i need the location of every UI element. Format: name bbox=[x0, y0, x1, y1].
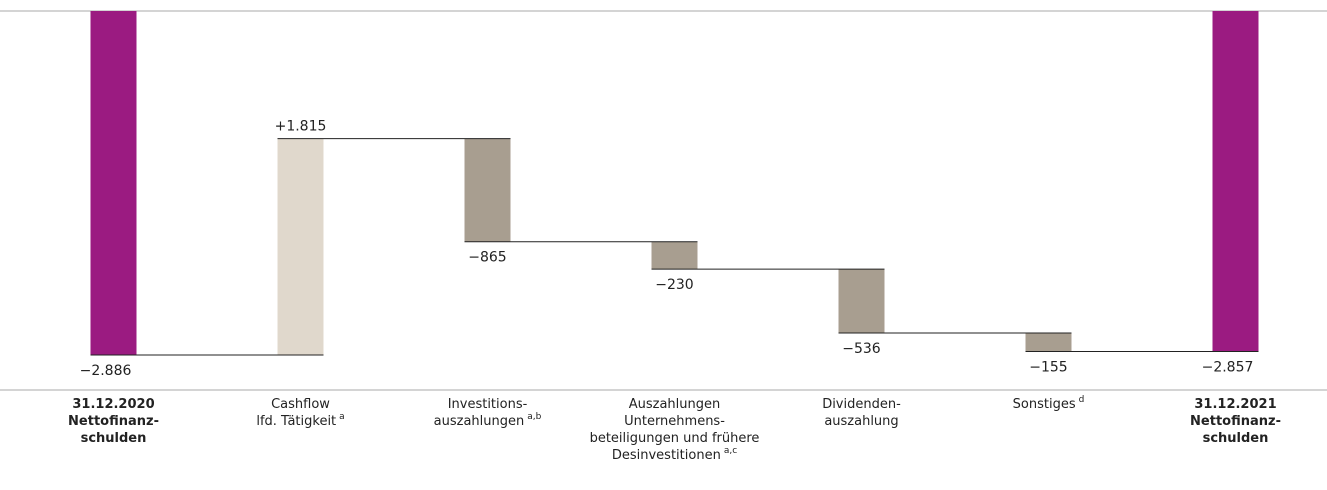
value-label: −155 bbox=[1029, 360, 1067, 376]
bar bbox=[838, 269, 885, 334]
category-line: schulden bbox=[1203, 431, 1269, 446]
category-line: auszahlung bbox=[824, 414, 898, 429]
category-line: 31.12.2020 bbox=[72, 397, 154, 412]
category-label: Dividenden-auszahlung bbox=[822, 397, 901, 429]
bar bbox=[277, 138, 324, 355]
footnote: a bbox=[339, 412, 345, 422]
category-line: Cashflow bbox=[271, 397, 330, 412]
footnote: a,b bbox=[527, 412, 541, 422]
category-label: Auszahlungen Unternehmens-beteiligungen u… bbox=[590, 397, 760, 463]
category-line: lfd. Tätigkeit bbox=[256, 414, 336, 429]
category-line: Nettofinanz- bbox=[68, 414, 159, 429]
bar bbox=[1212, 11, 1259, 352]
bar bbox=[1025, 333, 1072, 352]
category-line: Auszahlungen bbox=[629, 397, 721, 412]
bar bbox=[464, 138, 511, 242]
footnote: d bbox=[1079, 395, 1085, 405]
value-label: −230 bbox=[655, 277, 693, 293]
category-line: beteiligungen und frühere bbox=[590, 431, 760, 446]
category-label: Sonstiges d bbox=[1013, 395, 1085, 412]
value-label: −865 bbox=[468, 250, 506, 266]
value-label: +1.815 bbox=[275, 119, 327, 135]
category-line: auszahlungen bbox=[434, 414, 525, 429]
category-line: Unternehmens- bbox=[624, 414, 725, 429]
category-line: Investitions- bbox=[448, 397, 528, 412]
category-label: 31.12.2021 Nettofinanz-schulden bbox=[1190, 397, 1281, 446]
category-line: Desinvestitionen bbox=[612, 448, 721, 463]
value-label: −2.857 bbox=[1202, 360, 1254, 376]
category-line: 31.12.2021 bbox=[1194, 397, 1276, 412]
value-label: −2.886 bbox=[80, 363, 132, 379]
value-label: −536 bbox=[842, 341, 881, 357]
category-line: Sonstiges bbox=[1013, 397, 1076, 412]
category-line: Nettofinanz- bbox=[1190, 414, 1281, 429]
bar bbox=[651, 241, 698, 270]
bar bbox=[90, 11, 137, 355]
footnote: a,c bbox=[724, 446, 737, 456]
category-line: schulden bbox=[81, 431, 147, 446]
category-label: Cashflow lfd. Tätigkeit a bbox=[256, 397, 344, 429]
category-label: 31.12.2020 Nettofinanz-schulden bbox=[68, 397, 159, 446]
category-label: Investitions-auszahlungen a,b bbox=[434, 397, 542, 429]
category-line: Dividenden- bbox=[822, 397, 901, 412]
